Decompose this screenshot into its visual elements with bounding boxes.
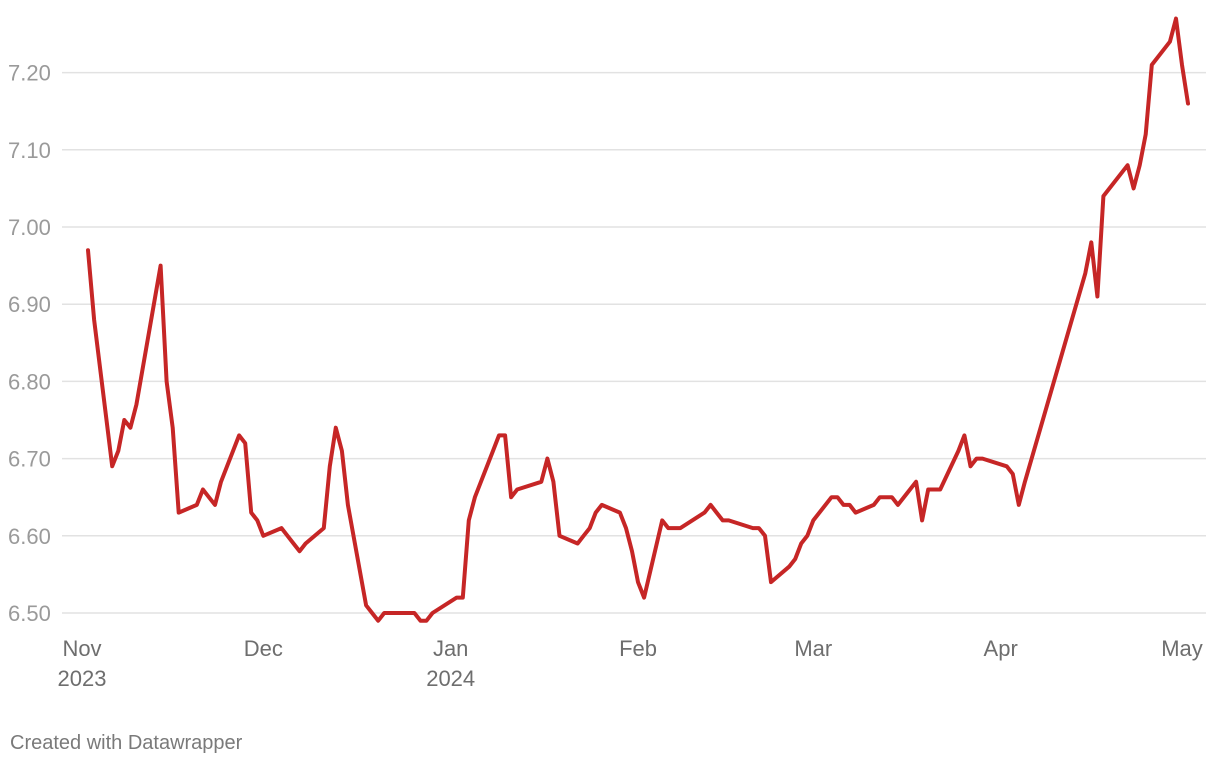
y-tick-label: 7.20 <box>8 61 51 86</box>
y-tick-label: 6.90 <box>8 292 51 317</box>
gridlines <box>62 71 1206 614</box>
x-tick-label: Jan <box>433 636 468 661</box>
x-tick-label: Nov <box>62 636 101 661</box>
x-tick-label: Mar <box>794 636 832 661</box>
y-tick-label: 7.00 <box>8 215 51 240</box>
y-tick-label: 6.70 <box>8 447 51 472</box>
x-tick-year-label: 2024 <box>426 666 475 691</box>
datawrapper-credit: Created with Datawrapper <box>10 732 243 754</box>
line-chart: 6.50 6.60 6.70 6.80 6.90 7.00 7.10 7.20 Nov 2023… <box>8 16 1206 691</box>
x-axis-tick-labels: Nov 2023 Dec Jan 2024 Feb Mar Apr May <box>58 636 1203 691</box>
y-tick-label: 6.80 <box>8 369 51 394</box>
x-tick-label: Feb <box>619 636 657 661</box>
y-tick-label: 6.50 <box>8 601 51 626</box>
x-tick-label: May <box>1161 636 1203 661</box>
x-tick-label: Dec <box>244 636 283 661</box>
y-tick-label: 7.10 <box>8 138 51 163</box>
y-tick-label: 6.60 <box>8 524 51 549</box>
y-axis-tick-labels: 6.50 6.60 6.70 6.80 6.90 7.00 7.10 7.20 <box>8 61 51 626</box>
x-tick-label: Apr <box>984 636 1018 661</box>
exchange-rate-line <box>86 16 1190 623</box>
x-tick-year-label: 2023 <box>58 666 107 691</box>
